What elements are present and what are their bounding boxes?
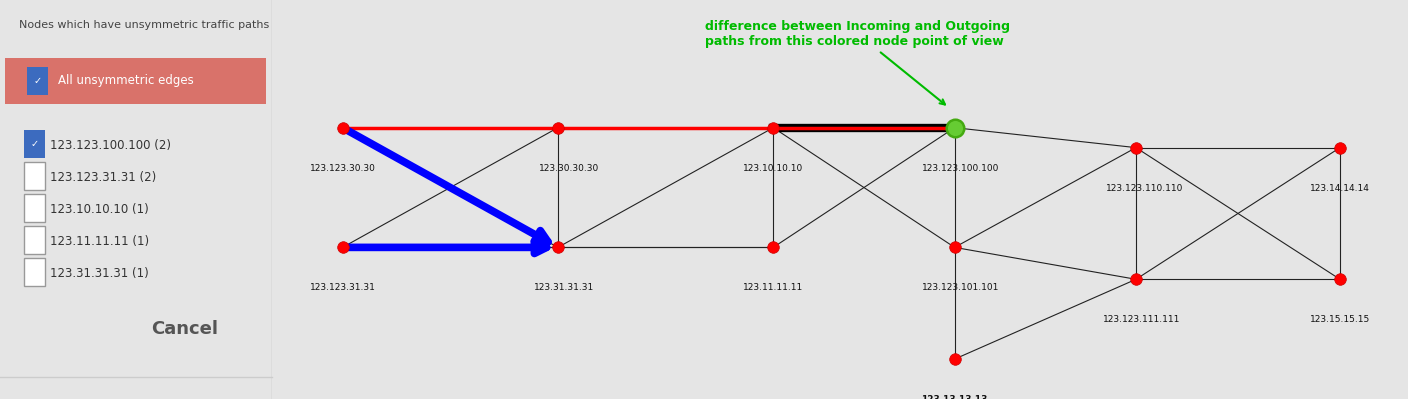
Text: 123.30.30.30: 123.30.30.30: [539, 164, 600, 173]
Text: 123.14.14.14: 123.14.14.14: [1309, 184, 1370, 193]
Point: [331, 244, 353, 251]
Point: [331, 124, 353, 131]
FancyBboxPatch shape: [24, 226, 45, 254]
Point: [762, 244, 784, 251]
Text: 123.11.11.11 (1): 123.11.11.11 (1): [51, 235, 149, 248]
Point: [943, 244, 966, 251]
Point: [1125, 144, 1148, 151]
Point: [1329, 276, 1352, 282]
Point: [546, 124, 569, 131]
Text: 123.123.100.100 (2): 123.123.100.100 (2): [51, 139, 172, 152]
Text: ✓: ✓: [31, 139, 38, 150]
Point: [546, 244, 569, 251]
Text: 123.11.11.11: 123.11.11.11: [743, 283, 804, 292]
Point: [943, 124, 966, 131]
FancyBboxPatch shape: [24, 162, 45, 190]
Point: [1125, 276, 1148, 282]
Text: 123.123.101.101: 123.123.101.101: [922, 283, 1000, 292]
Text: All unsymmetric edges: All unsymmetric edges: [58, 74, 194, 87]
Point: [1329, 144, 1352, 151]
FancyBboxPatch shape: [24, 194, 45, 222]
Point: [762, 124, 784, 131]
Text: 123.123.111.111: 123.123.111.111: [1102, 315, 1180, 324]
FancyBboxPatch shape: [6, 58, 266, 104]
Text: 123.10.10.10 (1): 123.10.10.10 (1): [51, 203, 149, 216]
Text: difference between Incoming and Outgoing
paths from this colored node point of v: difference between Incoming and Outgoing…: [705, 20, 1011, 105]
Text: 123.123.31.31: 123.123.31.31: [310, 283, 376, 292]
FancyBboxPatch shape: [24, 258, 45, 286]
Text: Cancel: Cancel: [151, 320, 218, 338]
FancyBboxPatch shape: [24, 130, 45, 158]
Text: 123.10.10.10: 123.10.10.10: [743, 164, 804, 173]
Text: Nodes which have unsymmetric traffic paths: Nodes which have unsymmetric traffic pat…: [20, 20, 269, 30]
FancyBboxPatch shape: [27, 67, 48, 95]
Text: 123.123.31.31 (2): 123.123.31.31 (2): [51, 171, 156, 184]
Text: 123.123.30.30: 123.123.30.30: [310, 164, 376, 173]
Text: 123.123.100.100: 123.123.100.100: [922, 164, 1000, 173]
Text: 123.123.110.110: 123.123.110.110: [1107, 184, 1184, 193]
Text: 123.31.31.31 (1): 123.31.31.31 (1): [51, 267, 149, 280]
Point: [943, 356, 966, 362]
Text: 123.13.13.13: 123.13.13.13: [921, 395, 988, 399]
Text: ✓: ✓: [34, 76, 41, 86]
Text: 123.15.15.15: 123.15.15.15: [1309, 315, 1370, 324]
Text: 123.31.31.31: 123.31.31.31: [534, 283, 594, 292]
